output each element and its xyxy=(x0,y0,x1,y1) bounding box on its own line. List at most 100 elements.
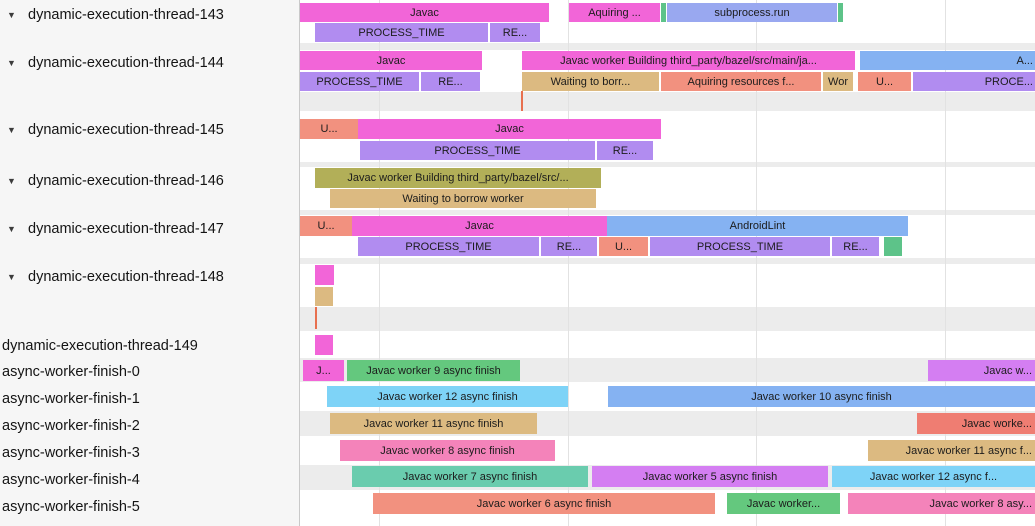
trace-slice-label: Javac worker Building third_party/bazel/… xyxy=(347,172,569,184)
track-row[interactable]: ▼ dynamic-execution-thread-148 xyxy=(0,267,299,286)
trace-slice-label: Javac xyxy=(495,123,524,135)
track-row[interactable]: async-worker-finish-4 xyxy=(0,470,299,489)
expander-icon[interactable]: ▼ xyxy=(7,9,16,20)
trace-slice-label: RE... xyxy=(438,75,463,88)
trace-slice[interactable]: Javac worker 8 asy... xyxy=(848,493,1035,514)
trace-slice[interactable]: Javac w... xyxy=(928,360,1035,381)
trace-slice[interactable]: PROCESS_TIME xyxy=(300,72,419,91)
trace-slice[interactable] xyxy=(315,265,334,285)
trace-slice[interactable]: Javac worker 9 async finish xyxy=(347,360,520,381)
track-name: dynamic-execution-thread-145 xyxy=(28,121,224,138)
trace-slice[interactable]: Javac xyxy=(300,3,549,22)
trace-slice-label: Javac worker 5 async finish xyxy=(642,470,778,483)
trace-slice[interactable]: Javac worker 11 async f... xyxy=(868,440,1035,461)
trace-slice[interactable] xyxy=(521,91,523,111)
trace-slice[interactable]: J... xyxy=(303,360,344,381)
trace-slice[interactable]: Javac worker 5 async finish xyxy=(592,466,828,487)
trace-slice[interactable]: Aquiring resources f... xyxy=(661,72,821,91)
trace-slice-label: RE... xyxy=(502,26,528,39)
trace-slice[interactable]: subprocess.run xyxy=(667,3,837,22)
trace-slice-label: U... xyxy=(320,123,338,135)
expander-icon[interactable]: ▼ xyxy=(7,223,16,234)
track-name: dynamic-execution-thread-147 xyxy=(28,220,224,237)
track-row[interactable]: async-worker-finish-0 xyxy=(0,362,299,381)
trace-slice[interactable] xyxy=(884,237,902,256)
trace-slice[interactable] xyxy=(315,287,333,306)
trace-slice[interactable]: Aquiring ... xyxy=(569,3,660,22)
trace-slice-label: PROCESS_TIME xyxy=(434,144,521,157)
track-name: async-worker-finish-0 xyxy=(2,363,140,380)
empty-track-band xyxy=(300,162,1035,167)
trace-slice[interactable]: Javac worker Building third_party/bazel/… xyxy=(315,168,601,188)
trace-slice[interactable]: U... xyxy=(599,237,648,256)
trace-slice-label: Javac worker... xyxy=(746,497,821,510)
track-row[interactable]: async-worker-finish-3 xyxy=(0,443,299,462)
trace-slice[interactable]: PROCESS_TIME xyxy=(360,141,595,160)
expander-icon[interactable]: ▼ xyxy=(7,57,16,68)
track-name: async-worker-finish-2 xyxy=(2,417,140,434)
expander-icon[interactable]: ▼ xyxy=(7,175,16,186)
trace-slice[interactable]: Javac worker 8 async finish xyxy=(340,440,555,461)
trace-slice-label: RE... xyxy=(843,240,868,253)
track-row[interactable]: ▼ dynamic-execution-thread-143 xyxy=(0,5,299,24)
trace-slice-label: Aquiring ... xyxy=(588,6,641,19)
trace-slice[interactable]: Javac xyxy=(300,51,482,70)
trace-slice[interactable]: RE... xyxy=(421,72,480,91)
trace-slice[interactable]: Javac worker Building third_party/bazel/… xyxy=(522,51,855,70)
trace-slice[interactable]: RE... xyxy=(832,237,879,256)
trace-slice-label: Javac worker 7 async finish xyxy=(402,470,538,483)
track-row[interactable]: ▼ dynamic-execution-thread-146 xyxy=(0,171,299,190)
trace-slice-label: AndroidLint xyxy=(729,220,786,232)
trace-slice[interactable]: AndroidLint xyxy=(607,216,908,236)
trace-slice[interactable]: A... xyxy=(860,51,1035,70)
trace-slice[interactable]: PROCESS_TIME xyxy=(358,237,539,256)
empty-track-band xyxy=(300,307,1035,331)
track-row[interactable]: ▼ dynamic-execution-thread-144 xyxy=(0,53,299,72)
trace-slice[interactable]: Javac worker 10 async finish xyxy=(608,386,1035,407)
trace-slice[interactable]: Waiting to borr... xyxy=(522,72,659,91)
track-row[interactable]: dynamic-execution-thread-149 xyxy=(0,336,299,355)
trace-slice[interactable]: RE... xyxy=(490,23,540,42)
time-gridline xyxy=(379,0,380,526)
timeline-canvas[interactable]: Javac Aquiring ... subprocess.run PROCESS_T… xyxy=(300,0,1035,526)
trace-slice[interactable] xyxy=(315,335,333,355)
trace-slice[interactable]: RE... xyxy=(541,237,597,256)
trace-slice[interactable]: PROCE... xyxy=(913,72,1035,91)
trace-slice[interactable]: Waiting to borrow worker xyxy=(330,189,596,208)
trace-slice[interactable]: RE... xyxy=(597,141,653,160)
trace-slice[interactable]: Javac worke... xyxy=(917,413,1035,434)
trace-slice[interactable]: U... xyxy=(300,119,358,139)
trace-slice[interactable]: Javac xyxy=(352,216,607,236)
trace-slice[interactable] xyxy=(838,3,843,22)
track-name: async-worker-finish-3 xyxy=(2,444,140,461)
trace-slice-label: Javac worker 12 async finish xyxy=(377,390,518,403)
trace-slice[interactable]: U... xyxy=(300,216,352,236)
trace-slice-label: J... xyxy=(316,364,331,377)
empty-track-band xyxy=(300,258,1035,264)
trace-slice[interactable]: U... xyxy=(858,72,911,91)
trace-slice[interactable] xyxy=(661,3,666,22)
trace-slice[interactable]: Javac worker 12 async f... xyxy=(832,466,1035,487)
trace-slice[interactable]: Javac xyxy=(358,119,661,139)
trace-slice-label: U... xyxy=(614,240,633,253)
trace-slice[interactable]: Javac worker... xyxy=(727,493,840,514)
time-gridline xyxy=(568,0,569,526)
trace-slice[interactable]: PROCESS_TIME xyxy=(315,23,488,42)
trace-slice[interactable]: Javac worker 6 async finish xyxy=(373,493,715,514)
trace-slice[interactable]: Wor xyxy=(823,72,853,91)
trace-slice[interactable]: Javac worker 11 async finish xyxy=(330,413,537,434)
track-row[interactable]: ▼ dynamic-execution-thread-147 xyxy=(0,219,299,238)
empty-track-band xyxy=(300,92,1035,111)
track-row[interactable]: async-worker-finish-5 xyxy=(0,497,299,516)
trace-slice[interactable]: PROCESS_TIME xyxy=(650,237,830,256)
expander-icon[interactable]: ▼ xyxy=(7,124,16,135)
track-row[interactable]: async-worker-finish-1 xyxy=(0,389,299,408)
track-name-panel: ▼ dynamic-execution-thread-143 ▼ dynamic-ex… xyxy=(0,0,300,526)
expander-icon[interactable]: ▼ xyxy=(7,271,16,282)
trace-slice[interactable]: Javac worker 7 async finish xyxy=(352,466,588,487)
track-row[interactable]: async-worker-finish-2 xyxy=(0,416,299,435)
trace-slice[interactable] xyxy=(315,307,317,329)
trace-slice[interactable]: Javac worker 12 async finish xyxy=(327,386,568,407)
track-row[interactable]: ▼ dynamic-execution-thread-145 xyxy=(0,120,299,139)
